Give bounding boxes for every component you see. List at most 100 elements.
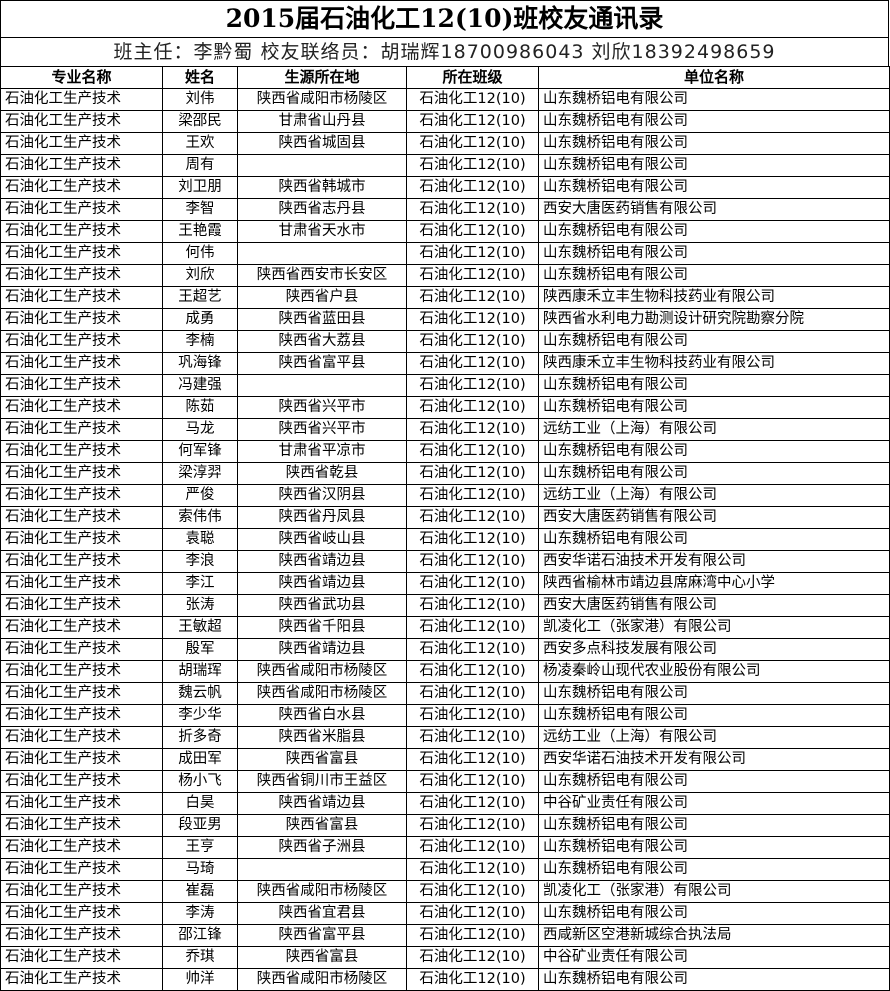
- cell-name: 梁邵民: [162, 110, 238, 133]
- cell-major: 石油化工生产技术: [0, 242, 163, 265]
- cell-origin: 陕西省岐山县: [237, 528, 407, 551]
- cell-class: 石油化工12(10): [406, 660, 539, 683]
- table-row: 石油化工生产技术 白昊 陕西省靖边县 石油化工12(10) 中谷矿业责任有限公司: [0, 792, 890, 815]
- table-row: 石油化工生产技术 刘卫朋 陕西省韩城市 石油化工12(10) 山东魏桥铝电有限公司: [0, 176, 890, 199]
- table-row: 石油化工生产技术 胡瑞珲 陕西省咸阳市杨陵区 石油化工12(10) 杨凌秦岭山现代农业股…: [0, 660, 890, 683]
- cell-major: 石油化工生产技术: [0, 506, 163, 529]
- table-row: 石油化工生产技术 邵江锋 陕西省富平县 石油化工12(10) 西咸新区空港新城综合执法局: [0, 924, 890, 947]
- cell-origin: 甘肃省天水市: [237, 220, 407, 243]
- cell-origin: 陕西省富县: [237, 748, 407, 771]
- table-row: 石油化工生产技术 乔琪 陕西省富县 石油化工12(10) 中谷矿业责任有限公司: [0, 946, 890, 969]
- cell-major: 石油化工生产技术: [0, 638, 163, 661]
- cell-name: 段亚男: [162, 814, 238, 837]
- cell-class: 石油化工12(10): [406, 748, 539, 771]
- cell-major: 石油化工生产技术: [0, 748, 163, 771]
- cell-major: 石油化工生产技术: [0, 220, 163, 243]
- table-row: 石油化工生产技术 何伟 石油化工12(10) 山东魏桥铝电有限公司: [0, 242, 890, 265]
- cell-name: 白昊: [162, 792, 238, 815]
- table-row: 石油化工生产技术 杨小飞 陕西省铜川市王益区 石油化工12(10) 山东魏桥铝电有限公司: [0, 770, 890, 793]
- cell-major: 石油化工生产技术: [0, 924, 163, 947]
- cell-class: 石油化工12(10): [406, 286, 539, 309]
- cell-origin: 陕西省富县: [237, 814, 407, 837]
- cell-class: 石油化工12(10): [406, 594, 539, 617]
- cell-class: 石油化工12(10): [406, 902, 539, 925]
- cell-major: 石油化工生产技术: [0, 770, 163, 793]
- cell-employer: 山东魏桥铝电有限公司: [538, 396, 890, 419]
- cell-name: 王敏超: [162, 616, 238, 639]
- cell-class: 石油化工12(10): [406, 704, 539, 727]
- cell-class: 石油化工12(10): [406, 726, 539, 749]
- cell-employer: 山东魏桥铝电有限公司: [538, 440, 890, 463]
- cell-major: 石油化工生产技术: [0, 176, 163, 199]
- cell-origin: 陕西省兴平市: [237, 396, 407, 419]
- cell-major: 石油化工生产技术: [0, 616, 163, 639]
- table-row: 石油化工生产技术 李江 陕西省靖边县 石油化工12(10) 陕西省榆林市靖边县席麻湾中心…: [0, 572, 890, 595]
- table-row: 石油化工生产技术 王欢 陕西省城固县 石油化工12(10) 山东魏桥铝电有限公司: [0, 132, 890, 155]
- cell-name: 李浪: [162, 550, 238, 573]
- cell-class: 石油化工12(10): [406, 528, 539, 551]
- cell-major: 石油化工生产技术: [0, 550, 163, 573]
- cell-major: 石油化工生产技术: [0, 132, 163, 155]
- cell-major: 石油化工生产技术: [0, 308, 163, 331]
- cell-origin: 陕西省大荔县: [237, 330, 407, 353]
- cell-employer: 山东魏桥铝电有限公司: [538, 154, 890, 177]
- cell-class: 石油化工12(10): [406, 220, 539, 243]
- cell-origin: 陕西省千阳县: [237, 616, 407, 639]
- cell-name: 折多奇: [162, 726, 238, 749]
- cell-employer: 陕西省榆林市靖边县席麻湾中心小学: [538, 572, 890, 595]
- cell-origin: 陕西省志丹县: [237, 198, 407, 221]
- table-row: 石油化工生产技术 马琦 石油化工12(10) 山东魏桥铝电有限公司: [0, 858, 890, 881]
- cell-major: 石油化工生产技术: [0, 154, 163, 177]
- cell-name: 冯建强: [162, 374, 238, 397]
- cell-major: 石油化工生产技术: [0, 858, 163, 881]
- table-row: 石油化工生产技术 严俊 陕西省汉阴县 石油化工12(10) 远纺工业（上海）有限公司: [0, 484, 890, 507]
- cell-origin: 陕西省靖边县: [237, 550, 407, 573]
- contact-subtitle: 班主任：李黔蜀 校友联络员：胡瑞辉18700986043 刘欣183924986…: [0, 37, 889, 66]
- cell-origin: 陕西省白水县: [237, 704, 407, 727]
- cell-origin: 陕西省西安市长安区: [237, 264, 407, 287]
- cell-name: 成勇: [162, 308, 238, 331]
- cell-origin: 陕西省铜川市王益区: [237, 770, 407, 793]
- cell-name: 李涛: [162, 902, 238, 925]
- cell-class: 石油化工12(10): [406, 506, 539, 529]
- column-header-name: 姓名: [162, 66, 238, 89]
- cell-name: 刘卫朋: [162, 176, 238, 199]
- cell-origin: 陕西省户县: [237, 286, 407, 309]
- cell-major: 石油化工生产技术: [0, 792, 163, 815]
- cell-class: 石油化工12(10): [406, 330, 539, 353]
- cell-class: 石油化工12(10): [406, 110, 539, 133]
- column-header-class: 所在班级: [406, 66, 539, 89]
- cell-class: 石油化工12(10): [406, 572, 539, 595]
- table-row: 石油化工生产技术 刘欣 陕西省西安市长安区 石油化工12(10) 山东魏桥铝电有限公司: [0, 264, 890, 287]
- cell-employer: 山东魏桥铝电有限公司: [538, 528, 890, 551]
- cell-class: 石油化工12(10): [406, 352, 539, 375]
- table-row: 石油化工生产技术 梁邵民 甘肃省山丹县 石油化工12(10) 山东魏桥铝电有限公司: [0, 110, 890, 133]
- cell-origin: 陕西省咸阳市杨陵区: [237, 660, 407, 683]
- cell-name: 马龙: [162, 418, 238, 441]
- cell-name: 何军锋: [162, 440, 238, 463]
- table-row: 石油化工生产技术 王敏超 陕西省千阳县 石油化工12(10) 凯凌化工（张家港）有限公司: [0, 616, 890, 639]
- table-row: 石油化工生产技术 折多奇 陕西省米脂县 石油化工12(10) 远纺工业（上海）有限公司: [0, 726, 890, 749]
- table-row: 石油化工生产技术 李少华 陕西省白水县 石油化工12(10) 山东魏桥铝电有限公司: [0, 704, 890, 727]
- cell-major: 石油化工生产技术: [0, 88, 163, 111]
- cell-major: 石油化工生产技术: [0, 110, 163, 133]
- cell-origin: 陕西省韩城市: [237, 176, 407, 199]
- cell-class: 石油化工12(10): [406, 396, 539, 419]
- cell-employer: 西安大唐医药销售有限公司: [538, 506, 890, 529]
- cell-class: 石油化工12(10): [406, 770, 539, 793]
- table-row: 石油化工生产技术 梁淳羿 陕西省乾县 石油化工12(10) 山东魏桥铝电有限公司: [0, 462, 890, 485]
- cell-class: 石油化工12(10): [406, 946, 539, 969]
- cell-origin: [237, 858, 407, 881]
- cell-employer: 山东魏桥铝电有限公司: [538, 704, 890, 727]
- cell-class: 石油化工12(10): [406, 154, 539, 177]
- cell-name: 李智: [162, 198, 238, 221]
- cell-name: 王亨: [162, 836, 238, 859]
- cell-name: 成田军: [162, 748, 238, 771]
- cell-major: 石油化工生产技术: [0, 726, 163, 749]
- cell-name: 李江: [162, 572, 238, 595]
- cell-origin: 陕西省宜君县: [237, 902, 407, 925]
- table-row: 石油化工生产技术 帅洋 陕西省咸阳市杨陵区 石油化工12(10) 山东魏桥铝电有限公司: [0, 968, 890, 991]
- cell-class: 石油化工12(10): [406, 484, 539, 507]
- cell-employer: 山东魏桥铝电有限公司: [538, 220, 890, 243]
- cell-name: 张涛: [162, 594, 238, 617]
